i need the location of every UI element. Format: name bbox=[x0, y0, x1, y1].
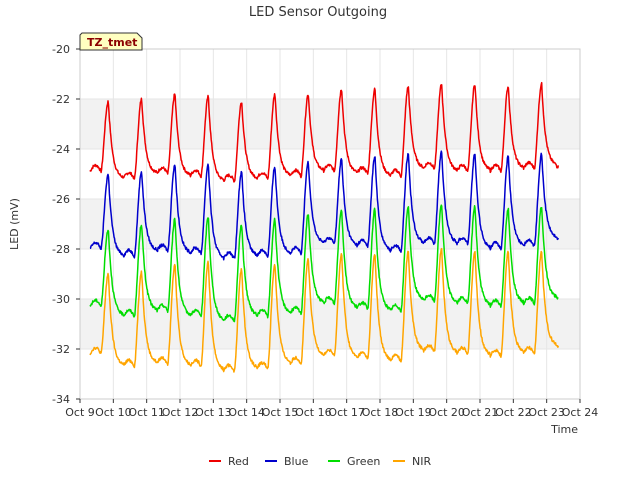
background-band bbox=[80, 249, 580, 299]
legend-label: Green bbox=[347, 455, 380, 468]
y-tick-label: -24 bbox=[52, 143, 70, 156]
legend-item-blue: Blue bbox=[265, 455, 309, 468]
background-band bbox=[80, 99, 580, 149]
station-tag-label: TZ_tmet bbox=[87, 36, 137, 49]
background-bands bbox=[80, 49, 580, 399]
background-band bbox=[80, 199, 580, 249]
x-tick-label: Oct 23 bbox=[528, 406, 565, 419]
x-axis-label: Time bbox=[550, 423, 578, 436]
x-tick-label: Oct 22 bbox=[495, 406, 532, 419]
background-band bbox=[80, 349, 580, 399]
series-lines bbox=[89, 81, 560, 373]
series-line-blue bbox=[89, 150, 560, 261]
x-tick-label: Oct 18 bbox=[362, 406, 399, 419]
y-tick-label: -22 bbox=[52, 93, 70, 106]
y-tick-label: -28 bbox=[52, 243, 70, 256]
y-axis-ticks: -34 -32 -30 -28 -26 -24 -22 -20 bbox=[52, 43, 80, 406]
legend-label: Red bbox=[228, 455, 249, 468]
x-tick-label: Oct 14 bbox=[228, 406, 265, 419]
x-tick-label: Oct 15 bbox=[262, 406, 299, 419]
legend: Red Blue Green NIR bbox=[209, 455, 431, 468]
station-tag: TZ_tmet bbox=[79, 32, 143, 51]
x-tick-label: Oct 21 bbox=[462, 406, 499, 419]
y-axis-label: LED (mV) bbox=[8, 198, 21, 250]
y-tick-label: -32 bbox=[52, 343, 70, 356]
legend-label: Blue bbox=[284, 455, 309, 468]
background-band bbox=[80, 149, 580, 199]
legend-item-green: Green bbox=[328, 455, 380, 468]
y-tick-label: -30 bbox=[52, 293, 70, 306]
y-tick-label: -26 bbox=[52, 193, 70, 206]
x-tick-label: Oct 12 bbox=[162, 406, 199, 419]
chart-title: LED Sensor Outgoing bbox=[249, 5, 387, 20]
x-tick-label: Oct 11 bbox=[128, 406, 165, 419]
legend-item-red: Red bbox=[209, 455, 249, 468]
legend-item-nir: NIR bbox=[393, 455, 431, 468]
y-tick-label: -34 bbox=[52, 393, 70, 406]
x-tick-label: Oct 17 bbox=[328, 406, 365, 419]
x-tick-label: Oct 19 bbox=[395, 406, 432, 419]
x-tick-label: Oct 20 bbox=[428, 406, 465, 419]
x-tick-label: Oct 9 bbox=[65, 406, 95, 419]
series-line-nir bbox=[89, 247, 560, 373]
series-line-green bbox=[89, 204, 559, 323]
series-line-red bbox=[89, 81, 560, 183]
y-tick-label: -20 bbox=[52, 43, 70, 56]
x-tick-label: Oct 24 bbox=[562, 406, 599, 419]
background-band bbox=[80, 49, 580, 99]
legend-label: NIR bbox=[412, 455, 431, 468]
x-tick-label: Oct 10 bbox=[95, 406, 132, 419]
plot-frame bbox=[79, 48, 581, 400]
x-tick-label: Oct 16 bbox=[295, 406, 332, 419]
x-tick-label: Oct 13 bbox=[195, 406, 232, 419]
